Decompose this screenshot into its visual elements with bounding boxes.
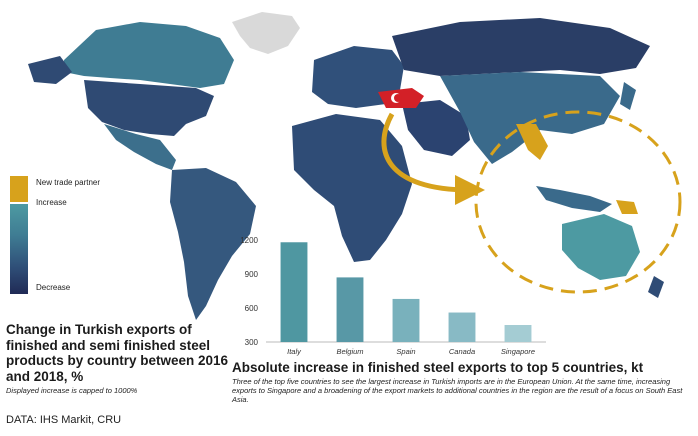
y-tick-label: 1200 bbox=[240, 236, 258, 245]
bar-canada bbox=[448, 312, 476, 342]
alaska-shape bbox=[28, 56, 72, 84]
australia-shape bbox=[562, 214, 640, 280]
x-tick-label: Belgium bbox=[336, 347, 363, 356]
middle-east-shape bbox=[402, 100, 470, 156]
x-tick-label: Singapore bbox=[501, 347, 535, 356]
legend-label-increase: Increase bbox=[36, 198, 67, 207]
x-tick-label: Spain bbox=[396, 347, 415, 356]
legend-swatch-new-trade-partner bbox=[10, 176, 28, 202]
map-note: Displayed increase is capped to 1000% bbox=[6, 386, 138, 395]
usa-shape bbox=[84, 80, 214, 136]
papua-shape bbox=[616, 200, 638, 214]
bar-chart: 1200 900 600 300 Italy Belgium Spain Canada Sing… bbox=[240, 236, 546, 356]
legend-label-new-trade-partner: New trade partner bbox=[36, 178, 101, 187]
bar-italy bbox=[280, 242, 308, 342]
y-tick-label: 600 bbox=[245, 304, 259, 313]
trade-arrow bbox=[381, 112, 485, 205]
southeast-asia-shape bbox=[516, 124, 548, 160]
mexico-shape bbox=[104, 124, 176, 170]
legend-gradient-increase-decrease bbox=[10, 204, 28, 294]
bar-singapore bbox=[504, 325, 532, 342]
x-tick-label: Italy bbox=[287, 347, 302, 356]
africa-shape bbox=[292, 114, 412, 262]
y-tick-label: 900 bbox=[245, 270, 259, 279]
greenland-shape bbox=[232, 12, 300, 54]
new-zealand-shape bbox=[648, 276, 664, 298]
chart-title: Absolute increase in finished steel expo… bbox=[232, 360, 644, 375]
canada-shape bbox=[64, 22, 234, 88]
y-tick-label: 300 bbox=[245, 338, 259, 347]
chart-description: Three of the top five countries to see t… bbox=[232, 377, 683, 404]
turkey-crescent-cut bbox=[394, 94, 402, 102]
russia-shape bbox=[392, 18, 650, 76]
map-legend: New trade partner Increase Decrease bbox=[10, 168, 170, 298]
x-tick-label: Canada bbox=[449, 347, 475, 356]
legend-label-decrease: Decrease bbox=[36, 283, 71, 292]
japan-shape bbox=[620, 82, 636, 110]
asia-shape bbox=[440, 72, 620, 164]
bar-belgium bbox=[336, 277, 364, 342]
southeast-asia-highlight-circle bbox=[474, 110, 682, 294]
source-note: DATA: IHS Markit, CRU bbox=[6, 414, 122, 426]
south-america-shape bbox=[170, 168, 256, 320]
indonesia-shape bbox=[536, 186, 612, 212]
map-title: Change in Turkish exports of finished an… bbox=[6, 322, 229, 384]
bar-spain bbox=[392, 298, 420, 342]
